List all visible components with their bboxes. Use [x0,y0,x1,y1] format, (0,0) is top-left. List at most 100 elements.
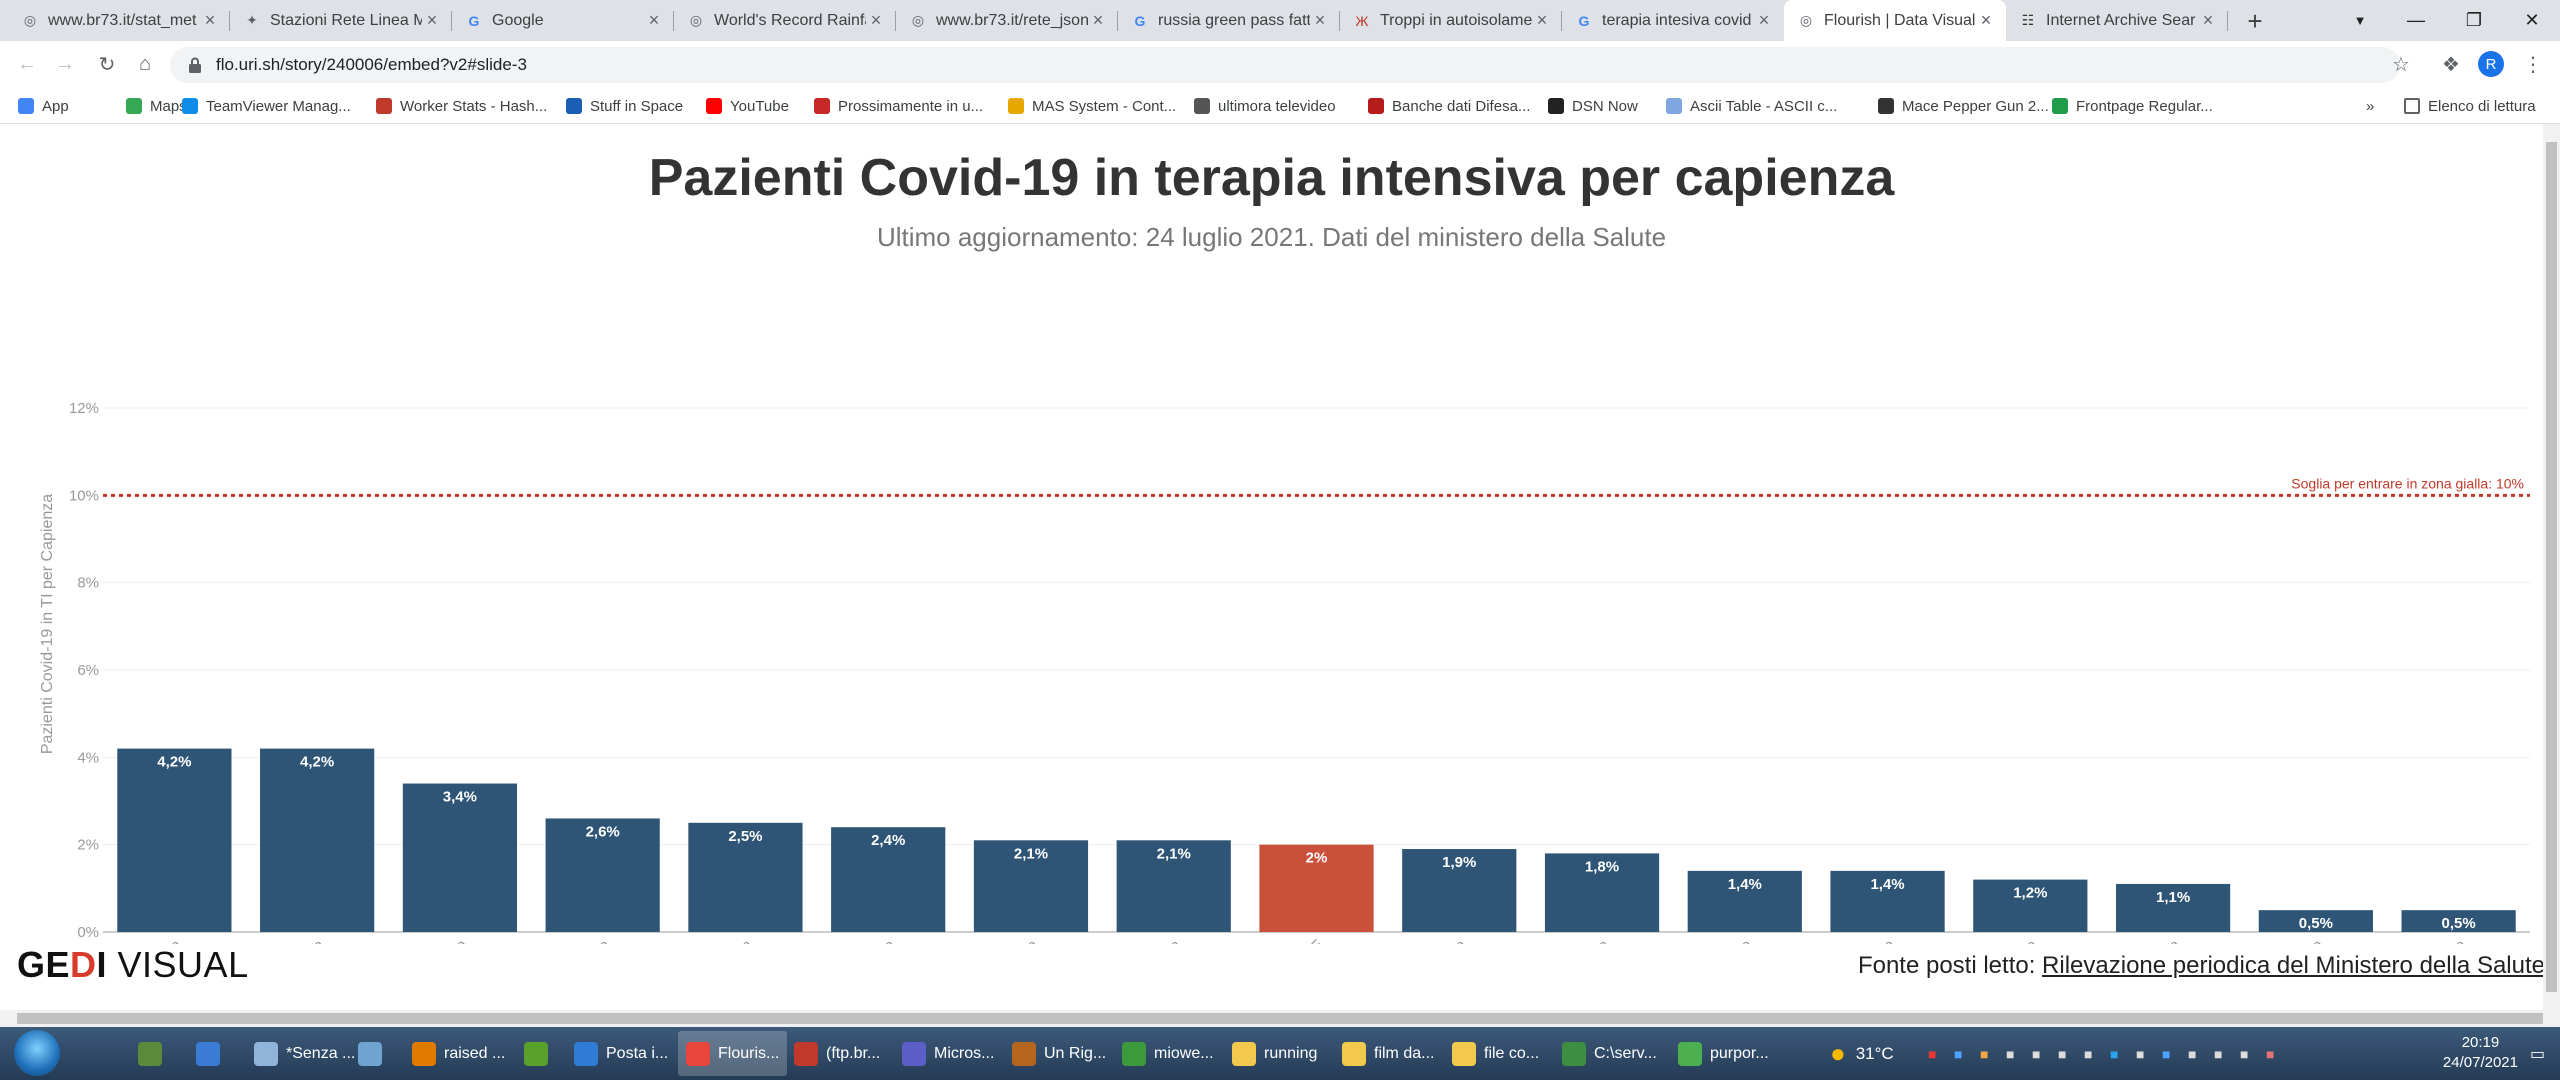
usb-icon[interactable]: ■ [2006,1045,2015,1062]
bookmark-item[interactable]: ultimora televideo [1194,88,1336,124]
bookmark-item[interactable]: Stuff in Space [566,88,683,124]
bar-value-label: 4,2% [157,754,191,771]
bar-value-label: 2,1% [1157,845,1191,862]
close-tab-icon[interactable]: × [426,10,438,30]
shield-icon[interactable]: ■ [2214,1045,2223,1062]
profile-avatar[interactable]: R [2478,51,2504,77]
search-icon[interactable]: ■ [1980,1045,1989,1062]
close-tab-icon[interactable]: × [870,10,882,30]
browser-tab[interactable]: ◎ www.br73.it/rete_json × [896,0,1118,41]
close-tab-icon[interactable]: × [2202,10,2214,30]
tab-search-icon[interactable]: ▼ [2353,13,2367,28]
bookmark-item[interactable]: DSN Now [1548,88,1638,124]
extensions-icon[interactable]: ❖ [2442,53,2460,76]
flag-icon[interactable]: ■ [2266,1045,2275,1062]
forward-icon[interactable]: → [55,52,75,75]
scroll-thumb[interactable] [17,1013,2543,1024]
close-window-icon[interactable]: ✕ [2524,10,2540,30]
bar [545,818,660,932]
volume-icon[interactable]: ■ [2084,1045,2093,1062]
bookmark-item[interactable]: Ascii Table - ASCII c... [1666,88,1837,124]
taskbar-clock[interactable]: 20:19 24/07/2021 [2443,1033,2518,1073]
bookmark-item[interactable]: MAS System - Cont... [1008,88,1176,124]
taskbar-app[interactable]: film da... [1334,1031,1442,1076]
taskbar-app[interactable]: file co... [1444,1031,1547,1076]
app-icon [686,1041,710,1066]
dropbox-icon[interactable]: ■ [1954,1045,1963,1062]
close-tab-icon[interactable]: × [1092,10,1104,30]
taskbar-app[interactable]: Flouris... [678,1031,788,1076]
bookmark-item[interactable]: Worker Stats - Hash... [376,88,547,124]
globe-icon[interactable]: ■ [2188,1045,2197,1062]
reload-icon[interactable]: ↻ [98,53,116,76]
bookmark-item[interactable]: Frontpage Regular... [2052,88,2213,124]
x-tick-label: Liguria [853,937,899,944]
bookmark-item[interactable]: Maps [126,88,187,124]
browser-tab[interactable]: ☷ Internet Archive Sear × [2006,0,2228,41]
notifications-icon[interactable]: ▭ [2530,1045,2546,1063]
close-tab-icon[interactable]: × [204,10,216,30]
close-tab-icon[interactable]: × [1758,10,1770,30]
vertical-scrollbar[interactable] [2543,124,2560,1010]
browser-toolbar: ← → ↻ ⌂ flo.uri.sh/story/240006/embed?v2… [0,41,2560,88]
scroll-thumb[interactable] [2546,142,2557,992]
bar [1259,844,1374,932]
maximize-icon[interactable]: ❐ [2465,10,2483,30]
back-icon[interactable]: ← [17,52,37,75]
bookmark-label: Mace Pepper Gun 2... [1902,97,2049,115]
bookmark-item[interactable]: Mace Pepper Gun 2... [1878,88,2049,124]
taskbar-app[interactable] [516,1031,556,1076]
network-icon[interactable]: ■ [2058,1045,2067,1062]
taskbar-app[interactable] [130,1031,170,1076]
weather-widget[interactable]: ● 31°C [1830,1027,1894,1080]
taskbar-app[interactable]: Micros... [894,1031,1002,1076]
taskbar-app[interactable]: Posta i... [566,1031,676,1076]
taskbar-app[interactable] [188,1031,228,1076]
bookmark-item[interactable]: Prossimamente in u... [814,88,983,124]
home-icon[interactable]: ⌂ [138,52,152,75]
bookmarks-overflow-icon[interactable]: » [2366,97,2375,115]
taskbar-app[interactable] [350,1031,390,1076]
browser-tab[interactable]: ◎ World's Record Rainfa × [674,0,896,41]
skype-icon[interactable]: ■ [2110,1045,2119,1062]
bluetooth-icon[interactable]: ■ [2162,1045,2171,1062]
menu-icon[interactable]: ⋮ [2523,53,2543,76]
taskbar-app[interactable]: Un Rig... [1004,1031,1114,1076]
bookmark-item[interactable]: TeamViewer Manag... [182,88,351,124]
bookmark-item[interactable]: App [18,88,69,124]
onedrive-icon[interactable]: ■ [2136,1045,2145,1062]
browser-tab[interactable]: ◎ Flourish | Data Visual × [1784,0,2006,41]
bookmark-star-icon[interactable]: ☆ [2392,53,2410,76]
close-tab-icon[interactable]: × [1314,10,1326,30]
taskbar-app[interactable]: running [1224,1031,1325,1076]
tab-separator [673,11,674,31]
browser-tab[interactable]: ◎ www.br73.it/stat_met × [8,0,230,41]
taskbar-app[interactable]: raised ... [404,1031,513,1076]
bookmark-item[interactable]: YouTube [706,88,789,124]
minimize-icon[interactable]: — [2407,10,2425,30]
close-tab-icon[interactable]: × [648,10,660,30]
taskbar-app[interactable]: (ftp.br... [786,1031,888,1076]
close-tab-icon[interactable]: × [1980,10,1992,30]
horizontal-scrollbar[interactable] [0,1010,2560,1027]
mcafee-icon[interactable]: ■ [1928,1045,1937,1062]
battery-icon[interactable]: ■ [2032,1045,2041,1062]
taskbar-app[interactable]: purpor... [1670,1031,1777,1076]
close-tab-icon[interactable]: × [1536,10,1548,30]
browser-tab[interactable]: ✦ Stazioni Rete Linea M × [230,0,452,41]
start-button[interactable] [14,1030,60,1076]
address-bar[interactable]: flo.uri.sh/story/240006/embed?v2#slide-3 [170,47,2400,83]
google-icon: G [468,12,480,29]
settings-icon[interactable]: ■ [2240,1045,2249,1062]
taskbar-app[interactable]: *Senza ... [246,1031,363,1076]
reading-list-button[interactable]: Elenco di lettura [2404,88,2536,124]
bookmark-item[interactable]: Banche dati Difesa... [1368,88,1530,124]
browser-tab[interactable]: Ж Troppi in autoisolame × [1340,0,1562,41]
new-tab-icon[interactable]: + [2247,5,2263,36]
source-link[interactable]: Rilevazione periodica del Ministero dell… [2042,952,2543,979]
browser-tab[interactable]: G Google × [452,0,674,41]
taskbar-app[interactable]: C:\serv... [1554,1031,1665,1076]
taskbar-app[interactable]: miowe... [1114,1031,1222,1076]
